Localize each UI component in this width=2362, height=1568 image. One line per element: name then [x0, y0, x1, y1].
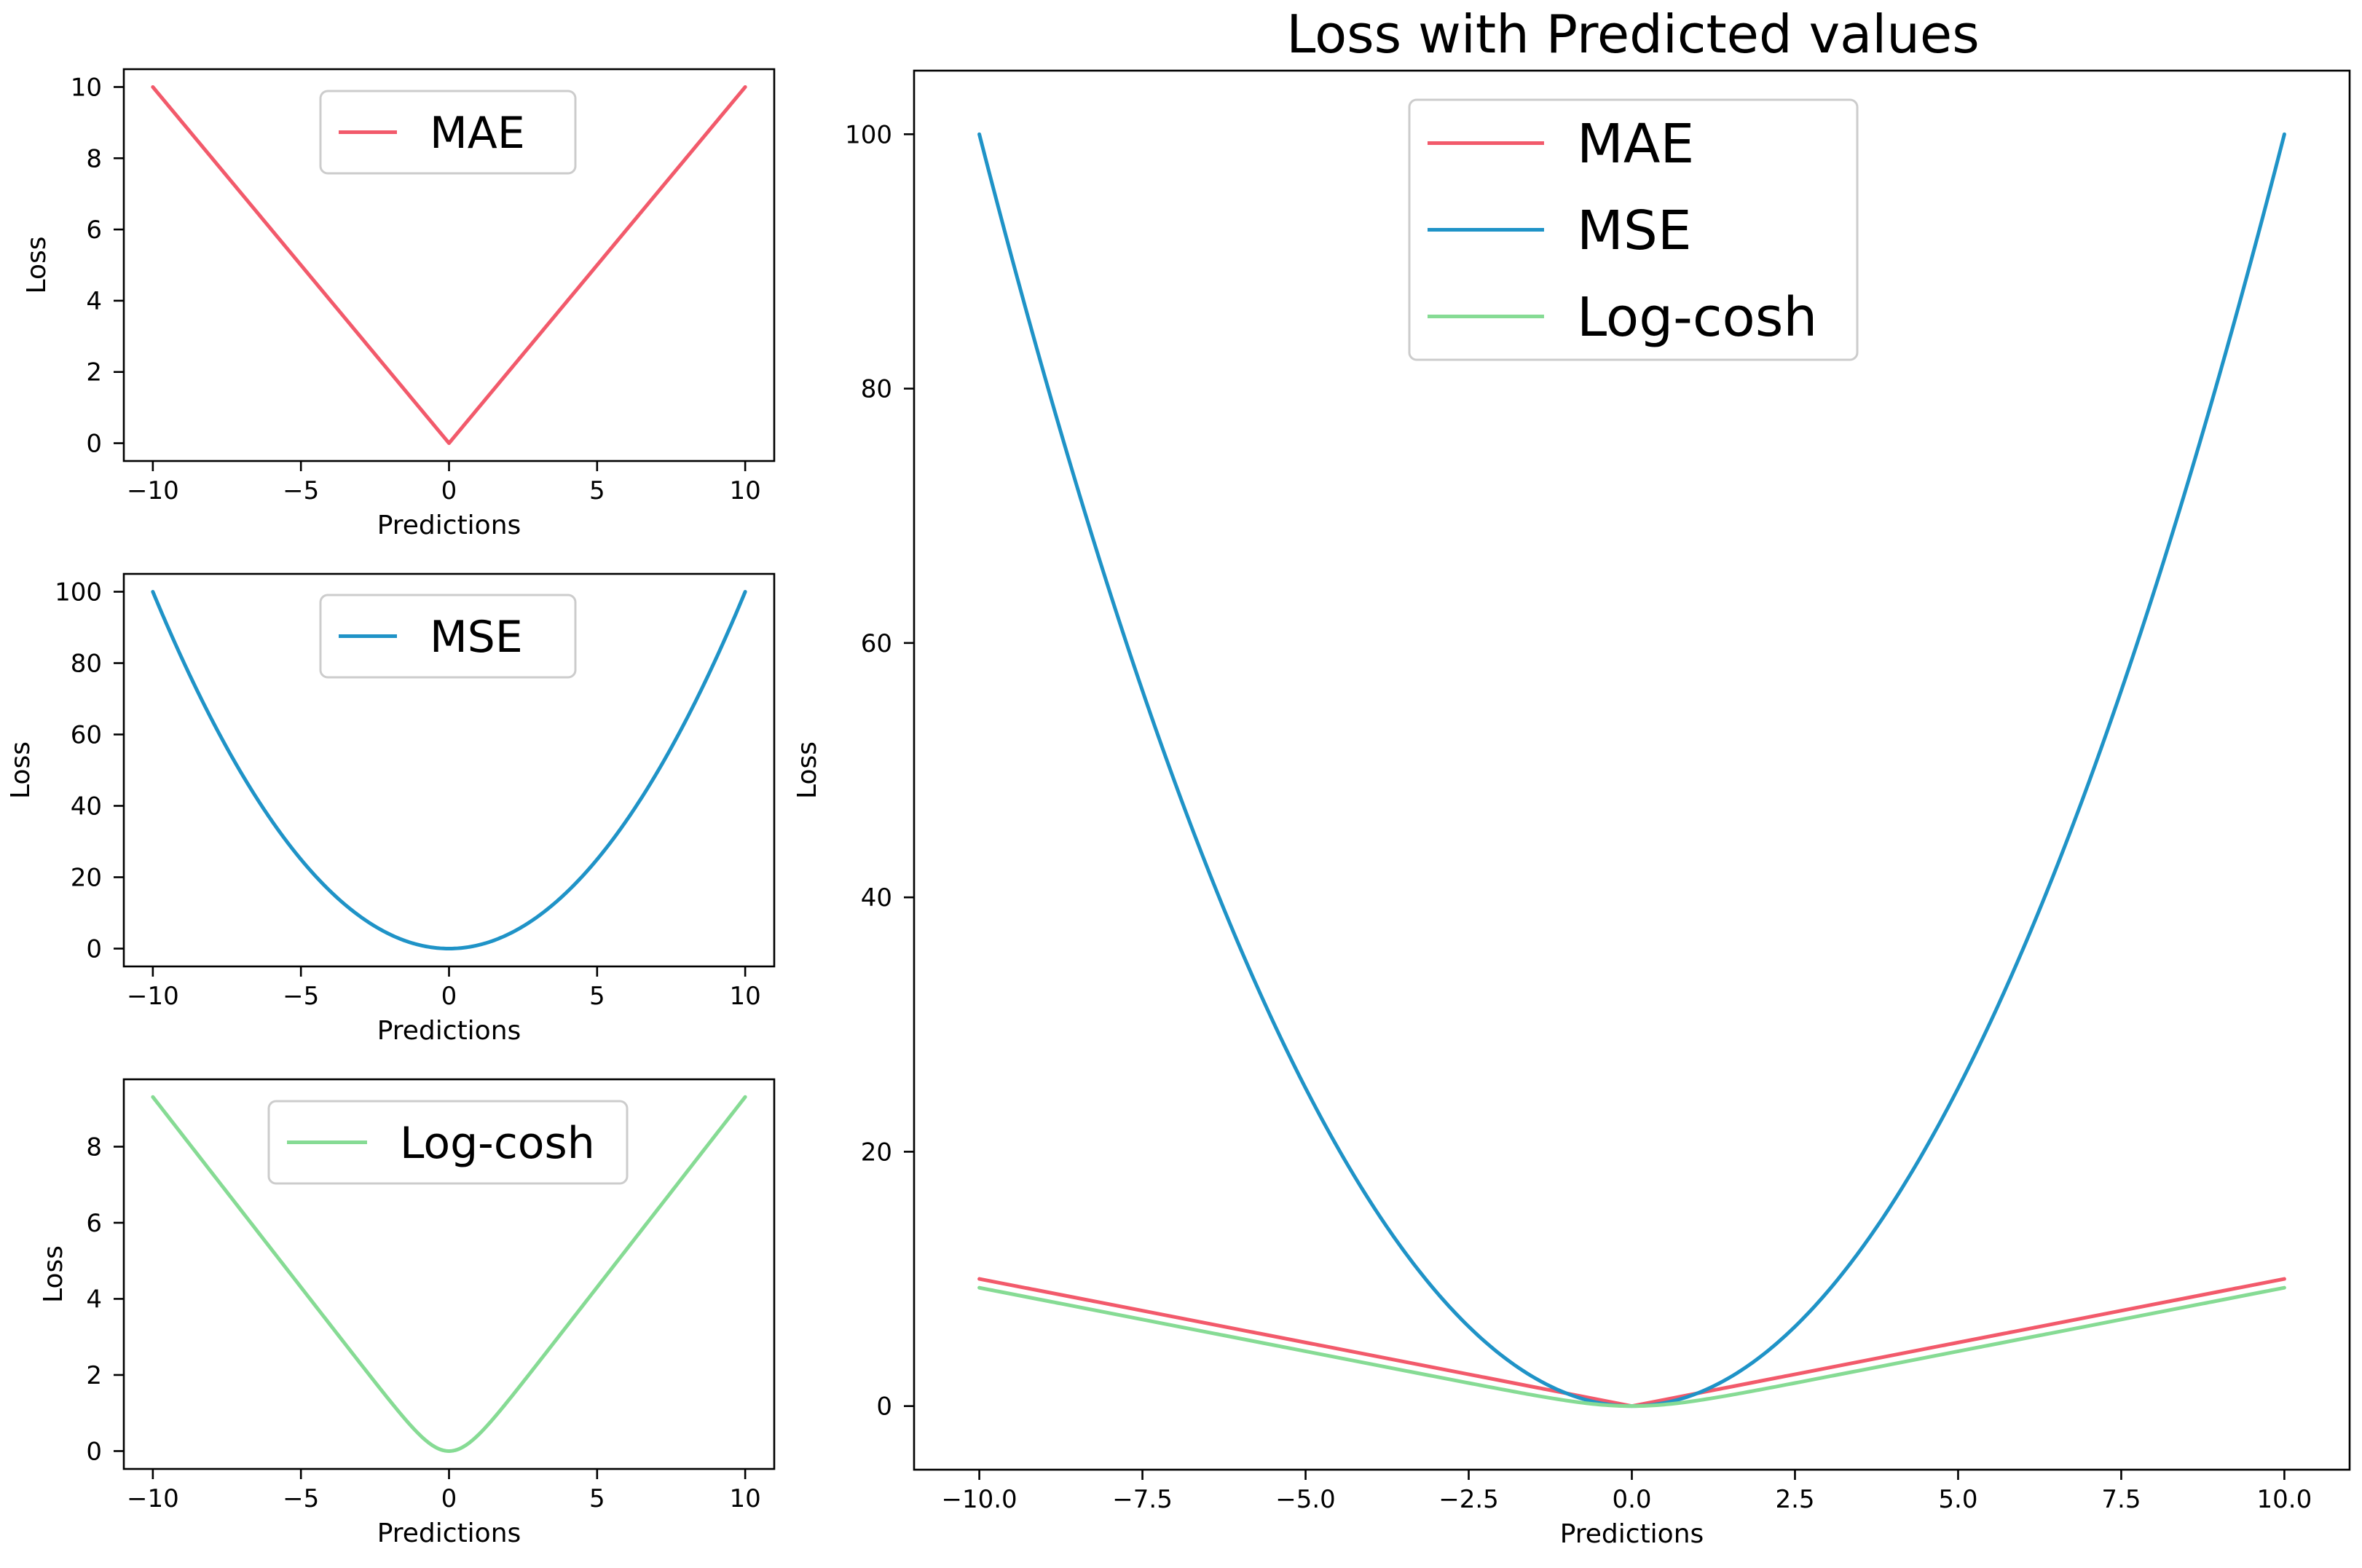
- y-tick-label: 80: [71, 650, 102, 679]
- y-tick-label: 80: [861, 375, 892, 404]
- series-line-mse: [151, 590, 747, 950]
- legend-box: [1408, 98, 1859, 361]
- x-tick-label: 0: [441, 1484, 457, 1513]
- legend-box: [319, 90, 577, 175]
- x-tick-label: 0: [441, 982, 457, 1011]
- y-axis-label: Loss: [22, 237, 52, 294]
- x-axis-label: Predictions: [377, 511, 521, 540]
- y-tick-label: 20: [71, 864, 102, 893]
- legend: Log-cosh: [267, 1100, 629, 1185]
- mae-subplot: −10 −5 0 5 10 0 2 4 6 8 10 Predictions Loss MAE: [22, 68, 776, 540]
- y-tick-label: 4: [86, 1285, 102, 1314]
- y-tick-label: 0: [86, 935, 102, 964]
- y-tick-label: 8: [86, 144, 102, 173]
- y-tick-label: 0: [876, 1392, 892, 1422]
- x-tick-label: 10: [730, 1484, 761, 1513]
- y-tick-label: 10: [71, 73, 102, 102]
- y-tick-label: 6: [86, 216, 102, 245]
- legend-label: MAE: [430, 108, 525, 159]
- legend: MSE: [319, 594, 577, 679]
- series-line-log-cosh: [151, 1095, 747, 1453]
- y-tick-label: 100: [55, 578, 102, 607]
- combined-loss-plot: −10.0 −7.5 −5.0 −2.5 0.0 2.5 5.0 7.5 10.0 0 20 40 60…: [792, 69, 2351, 1549]
- legend-label: Log-cosh: [400, 1118, 595, 1169]
- x-tick-label: −5: [283, 982, 319, 1011]
- y-tick-label: 0: [86, 1437, 102, 1466]
- y-tick-label: 2: [86, 1361, 102, 1390]
- x-tick-label: 10: [730, 476, 761, 505]
- series-line-mae: [151, 84, 747, 446]
- y-tick-label: 2: [86, 358, 102, 387]
- x-tick-label: −10: [127, 476, 179, 505]
- x-tick-label: 7.5: [2101, 1485, 2141, 1514]
- logcosh-subplot: −10 −5 0 5 10 0 2 4 6 8 Predictions Loss Log-cosh: [39, 1078, 776, 1548]
- x-tick-label: 2.5: [1775, 1485, 1814, 1514]
- legend-label: MSE: [1577, 200, 1692, 262]
- legend-box: [267, 1100, 629, 1185]
- x-tick-label: −7.5: [1112, 1485, 1173, 1514]
- x-tick-label: 10.0: [2257, 1485, 2312, 1514]
- x-tick-label: 5: [589, 1484, 605, 1513]
- series-line-log-cosh: [977, 1285, 2286, 1409]
- y-tick-label: 40: [71, 792, 102, 822]
- legend: MAE: [319, 90, 577, 175]
- x-tick-label: 5: [589, 982, 605, 1011]
- y-tick-label: 100: [845, 120, 892, 149]
- x-tick-label: 5.0: [1938, 1485, 1977, 1514]
- x-tick-label: −5: [283, 1484, 319, 1513]
- x-tick-label: 0: [441, 476, 457, 505]
- legend-label: MAE: [1577, 113, 1694, 176]
- chart-title: Loss with Predicted values: [1286, 4, 1980, 65]
- y-axis-label: Loss: [792, 741, 822, 799]
- y-tick-label: 4: [86, 287, 102, 316]
- y-axis-label: Loss: [39, 1245, 68, 1303]
- y-tick-label: 6: [86, 1209, 102, 1238]
- legend-label: MSE: [430, 612, 523, 663]
- y-tick-label: 8: [86, 1132, 102, 1162]
- x-axis-label: Predictions: [1560, 1519, 1704, 1549]
- y-tick-label: 60: [71, 721, 102, 750]
- y-tick-label: 20: [861, 1138, 892, 1167]
- y-tick-label: 40: [861, 883, 892, 913]
- legend: MAE MSE Log-cosh: [1408, 98, 1859, 361]
- x-tick-label: −10: [127, 1484, 179, 1513]
- x-tick-label: 5: [589, 476, 605, 505]
- x-tick-label: −5: [283, 476, 319, 505]
- x-axis-label: Predictions: [377, 1016, 521, 1046]
- x-tick-label: 0.0: [1612, 1485, 1651, 1514]
- y-tick-label: 0: [86, 430, 102, 459]
- x-tick-label: 10: [730, 982, 761, 1011]
- y-axis-label: Loss: [6, 741, 36, 799]
- x-tick-label: −10: [127, 982, 179, 1011]
- x-axis-label: Predictions: [377, 1518, 521, 1548]
- legend-box: [319, 594, 577, 679]
- x-tick-label: −2.5: [1438, 1485, 1499, 1514]
- x-tick-label: −5.0: [1275, 1485, 1336, 1514]
- legend-label: Log-cosh: [1577, 286, 1817, 349]
- x-tick-label: −10.0: [941, 1485, 1017, 1514]
- y-tick-label: 60: [861, 629, 892, 658]
